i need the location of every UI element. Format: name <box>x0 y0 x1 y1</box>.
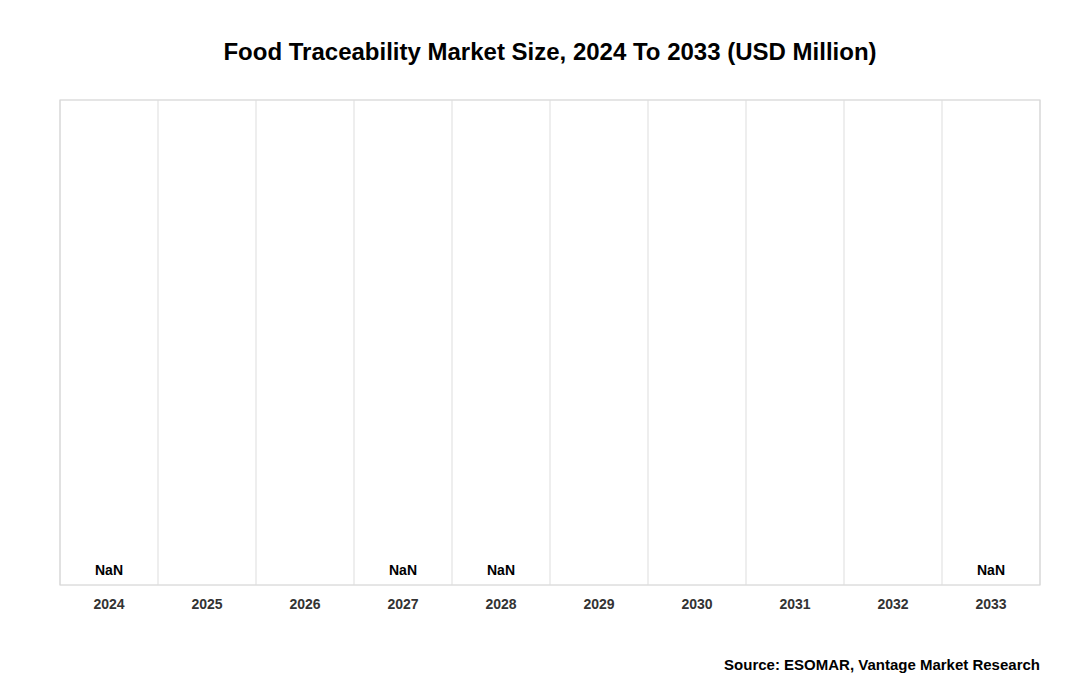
x-tick-label: 2024 <box>93 596 124 612</box>
x-tick-label: 2027 <box>387 596 418 612</box>
category-separator <box>550 100 551 585</box>
x-tick-label: 2026 <box>289 596 320 612</box>
x-tick-label: 2029 <box>583 596 614 612</box>
category-separator <box>1040 100 1041 585</box>
x-tick-label: 2025 <box>191 596 222 612</box>
category-separator <box>452 100 453 585</box>
data-label: NaN <box>95 562 123 578</box>
source-note: Source: ESOMAR, Vantage Market Research <box>724 656 1040 673</box>
data-label: NaN <box>977 562 1005 578</box>
title: Food Traceability Market Size, 2024 To 2… <box>223 38 876 65</box>
x-tick-label: 2031 <box>779 596 810 612</box>
category-separator <box>942 100 943 585</box>
category-separator <box>844 100 845 585</box>
category-separator <box>158 100 159 585</box>
data-label: NaN <box>389 562 417 578</box>
data-label: NaN <box>487 562 515 578</box>
x-tick-label: 2030 <box>681 596 712 612</box>
chart: NaN NaN NaN NaN 2024 2025 2026 2027 2028 2029 2030… <box>0 0 1080 700</box>
background <box>0 0 1080 700</box>
category-separator <box>648 100 649 585</box>
x-tick-label: 2032 <box>877 596 908 612</box>
plot-frame <box>60 100 1040 585</box>
category-separator <box>60 100 61 585</box>
x-tick-label: 2028 <box>485 596 516 612</box>
category-separator <box>256 100 257 585</box>
category-separator <box>746 100 747 585</box>
x-tick-label: 2033 <box>975 596 1006 612</box>
category-separator <box>354 100 355 585</box>
